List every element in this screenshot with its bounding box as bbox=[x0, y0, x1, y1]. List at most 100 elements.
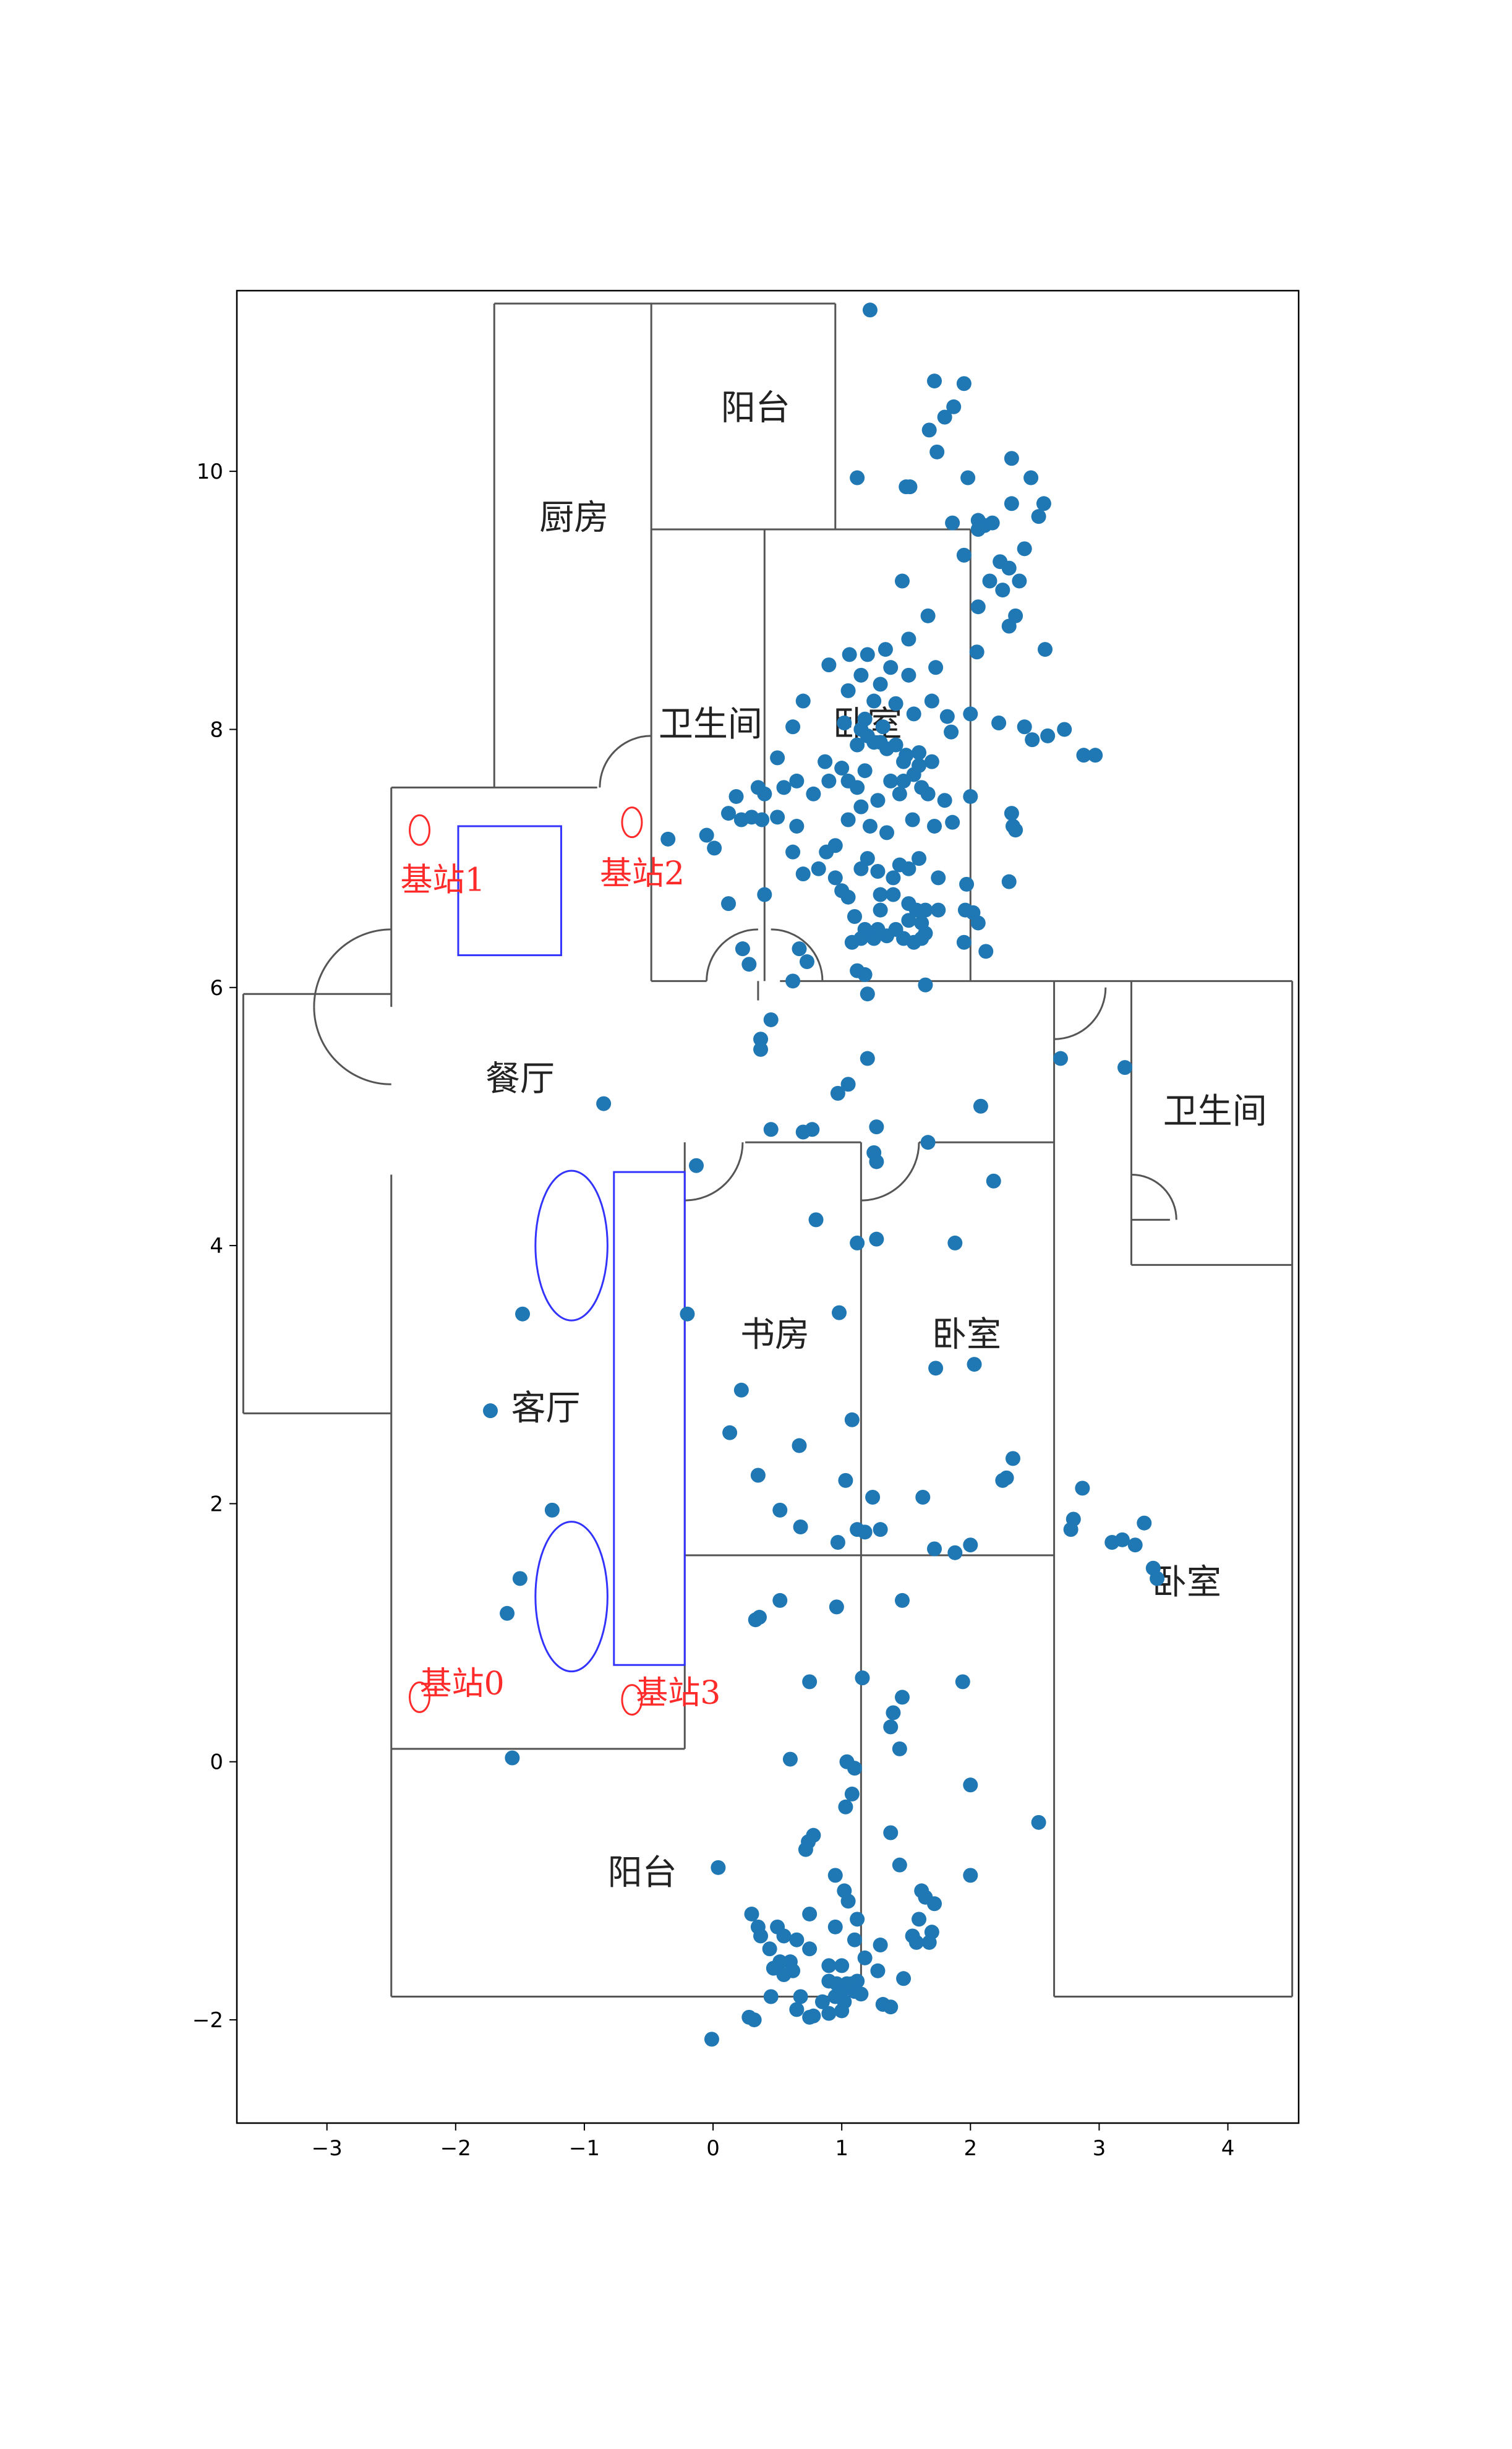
room-label: 卧室 bbox=[932, 1315, 1001, 1355]
room-label: 客厅 bbox=[511, 1388, 580, 1429]
data-point bbox=[929, 444, 945, 459]
data-point bbox=[500, 1605, 515, 1621]
data-point bbox=[869, 1154, 884, 1169]
station-marker bbox=[621, 806, 643, 839]
station-marker bbox=[621, 1684, 643, 1716]
door-arc bbox=[599, 735, 652, 788]
data-point bbox=[857, 763, 873, 779]
data-point bbox=[1117, 1060, 1133, 1075]
station-marker bbox=[409, 814, 431, 846]
data-point bbox=[963, 789, 978, 804]
data-point bbox=[901, 667, 916, 683]
data-point bbox=[795, 693, 811, 709]
plot-frame bbox=[236, 289, 1300, 2124]
data-point bbox=[920, 1135, 936, 1150]
data-point bbox=[1017, 541, 1032, 557]
data-point bbox=[1114, 1532, 1130, 1547]
data-point bbox=[840, 683, 856, 698]
data-point bbox=[770, 750, 785, 766]
data-point bbox=[793, 1989, 808, 2004]
y-tick-label: 4 bbox=[210, 1234, 223, 1259]
data-point bbox=[1038, 642, 1053, 657]
data-point bbox=[746, 2012, 762, 2028]
data-point bbox=[1076, 748, 1091, 763]
data-point bbox=[733, 1382, 749, 1398]
x-tick-label: −3 bbox=[312, 2136, 343, 2161]
data-point bbox=[1017, 719, 1032, 735]
data-point bbox=[721, 896, 737, 912]
data-point bbox=[798, 1842, 813, 1857]
data-point bbox=[947, 1235, 963, 1250]
data-point bbox=[870, 793, 886, 808]
station-label: 基站2 bbox=[600, 855, 685, 892]
data-point bbox=[947, 1545, 963, 1560]
y-tick-label: 8 bbox=[210, 717, 223, 742]
data-point bbox=[946, 399, 962, 414]
room-label: 卧室 bbox=[1152, 1562, 1221, 1602]
room-label: 卫生间 bbox=[659, 704, 762, 745]
data-point bbox=[840, 812, 856, 827]
station-label: 基站3 bbox=[636, 1675, 720, 1712]
data-point bbox=[985, 515, 1000, 531]
data-point bbox=[1001, 560, 1017, 576]
data-point bbox=[821, 657, 837, 673]
data-point bbox=[754, 812, 770, 827]
data-point bbox=[894, 1592, 910, 1608]
data-point bbox=[847, 909, 862, 925]
data-point bbox=[782, 1751, 798, 1767]
x-axis: −3 −2 −1 0 1 2 3 4 bbox=[312, 2123, 1235, 2161]
data-point bbox=[789, 1932, 805, 1947]
data-point bbox=[792, 1438, 807, 1453]
data-point bbox=[892, 1741, 907, 1756]
door-arc bbox=[1054, 987, 1107, 1040]
data-point bbox=[829, 1599, 844, 1615]
data-point bbox=[970, 599, 986, 615]
data-point bbox=[850, 737, 865, 753]
data-point bbox=[995, 583, 1010, 598]
room-label: 卫生间 bbox=[1163, 1092, 1267, 1132]
room-label: 阳台 bbox=[721, 388, 790, 429]
data-point bbox=[912, 1912, 927, 1927]
data-point bbox=[819, 844, 834, 860]
data-point bbox=[735, 941, 750, 957]
data-point bbox=[840, 1894, 856, 1909]
data-point bbox=[844, 934, 860, 950]
data-point bbox=[906, 706, 921, 722]
x-tick-label: 4 bbox=[1221, 2136, 1235, 2161]
data-point bbox=[847, 1761, 862, 1776]
door-arc bbox=[861, 1142, 920, 1202]
data-point bbox=[870, 1963, 886, 1978]
data-point bbox=[883, 660, 899, 675]
data-point bbox=[792, 941, 807, 957]
data-point bbox=[873, 1522, 888, 1537]
floorplan bbox=[242, 302, 1294, 1998]
x-tick-label: 3 bbox=[1093, 2136, 1106, 2161]
data-point bbox=[821, 773, 837, 789]
data-point bbox=[763, 1122, 779, 1137]
data-point bbox=[793, 1519, 808, 1534]
data-point bbox=[785, 719, 801, 735]
data-point bbox=[850, 1912, 865, 1927]
data-point bbox=[827, 870, 843, 886]
door-arc bbox=[313, 928, 391, 1007]
data-point bbox=[960, 470, 976, 485]
x-tick-label: 0 bbox=[706, 2136, 720, 2161]
data-point bbox=[827, 1919, 843, 1934]
y-tick-label: 10 bbox=[197, 459, 223, 484]
data-point bbox=[1040, 728, 1056, 743]
data-point bbox=[945, 515, 960, 531]
y-tick-label: 0 bbox=[210, 1750, 223, 1775]
data-point bbox=[1004, 451, 1019, 466]
chair bbox=[534, 1169, 609, 1322]
data-point bbox=[901, 861, 916, 876]
data-point bbox=[1023, 470, 1039, 485]
data-point bbox=[967, 1357, 982, 1372]
data-point bbox=[901, 913, 916, 928]
data-point bbox=[802, 1906, 818, 1921]
data-point bbox=[827, 1868, 843, 1883]
data-point bbox=[838, 1799, 853, 1814]
data-point bbox=[707, 840, 722, 856]
station-label: 基站0 bbox=[420, 1665, 505, 1703]
data-point bbox=[969, 644, 985, 660]
